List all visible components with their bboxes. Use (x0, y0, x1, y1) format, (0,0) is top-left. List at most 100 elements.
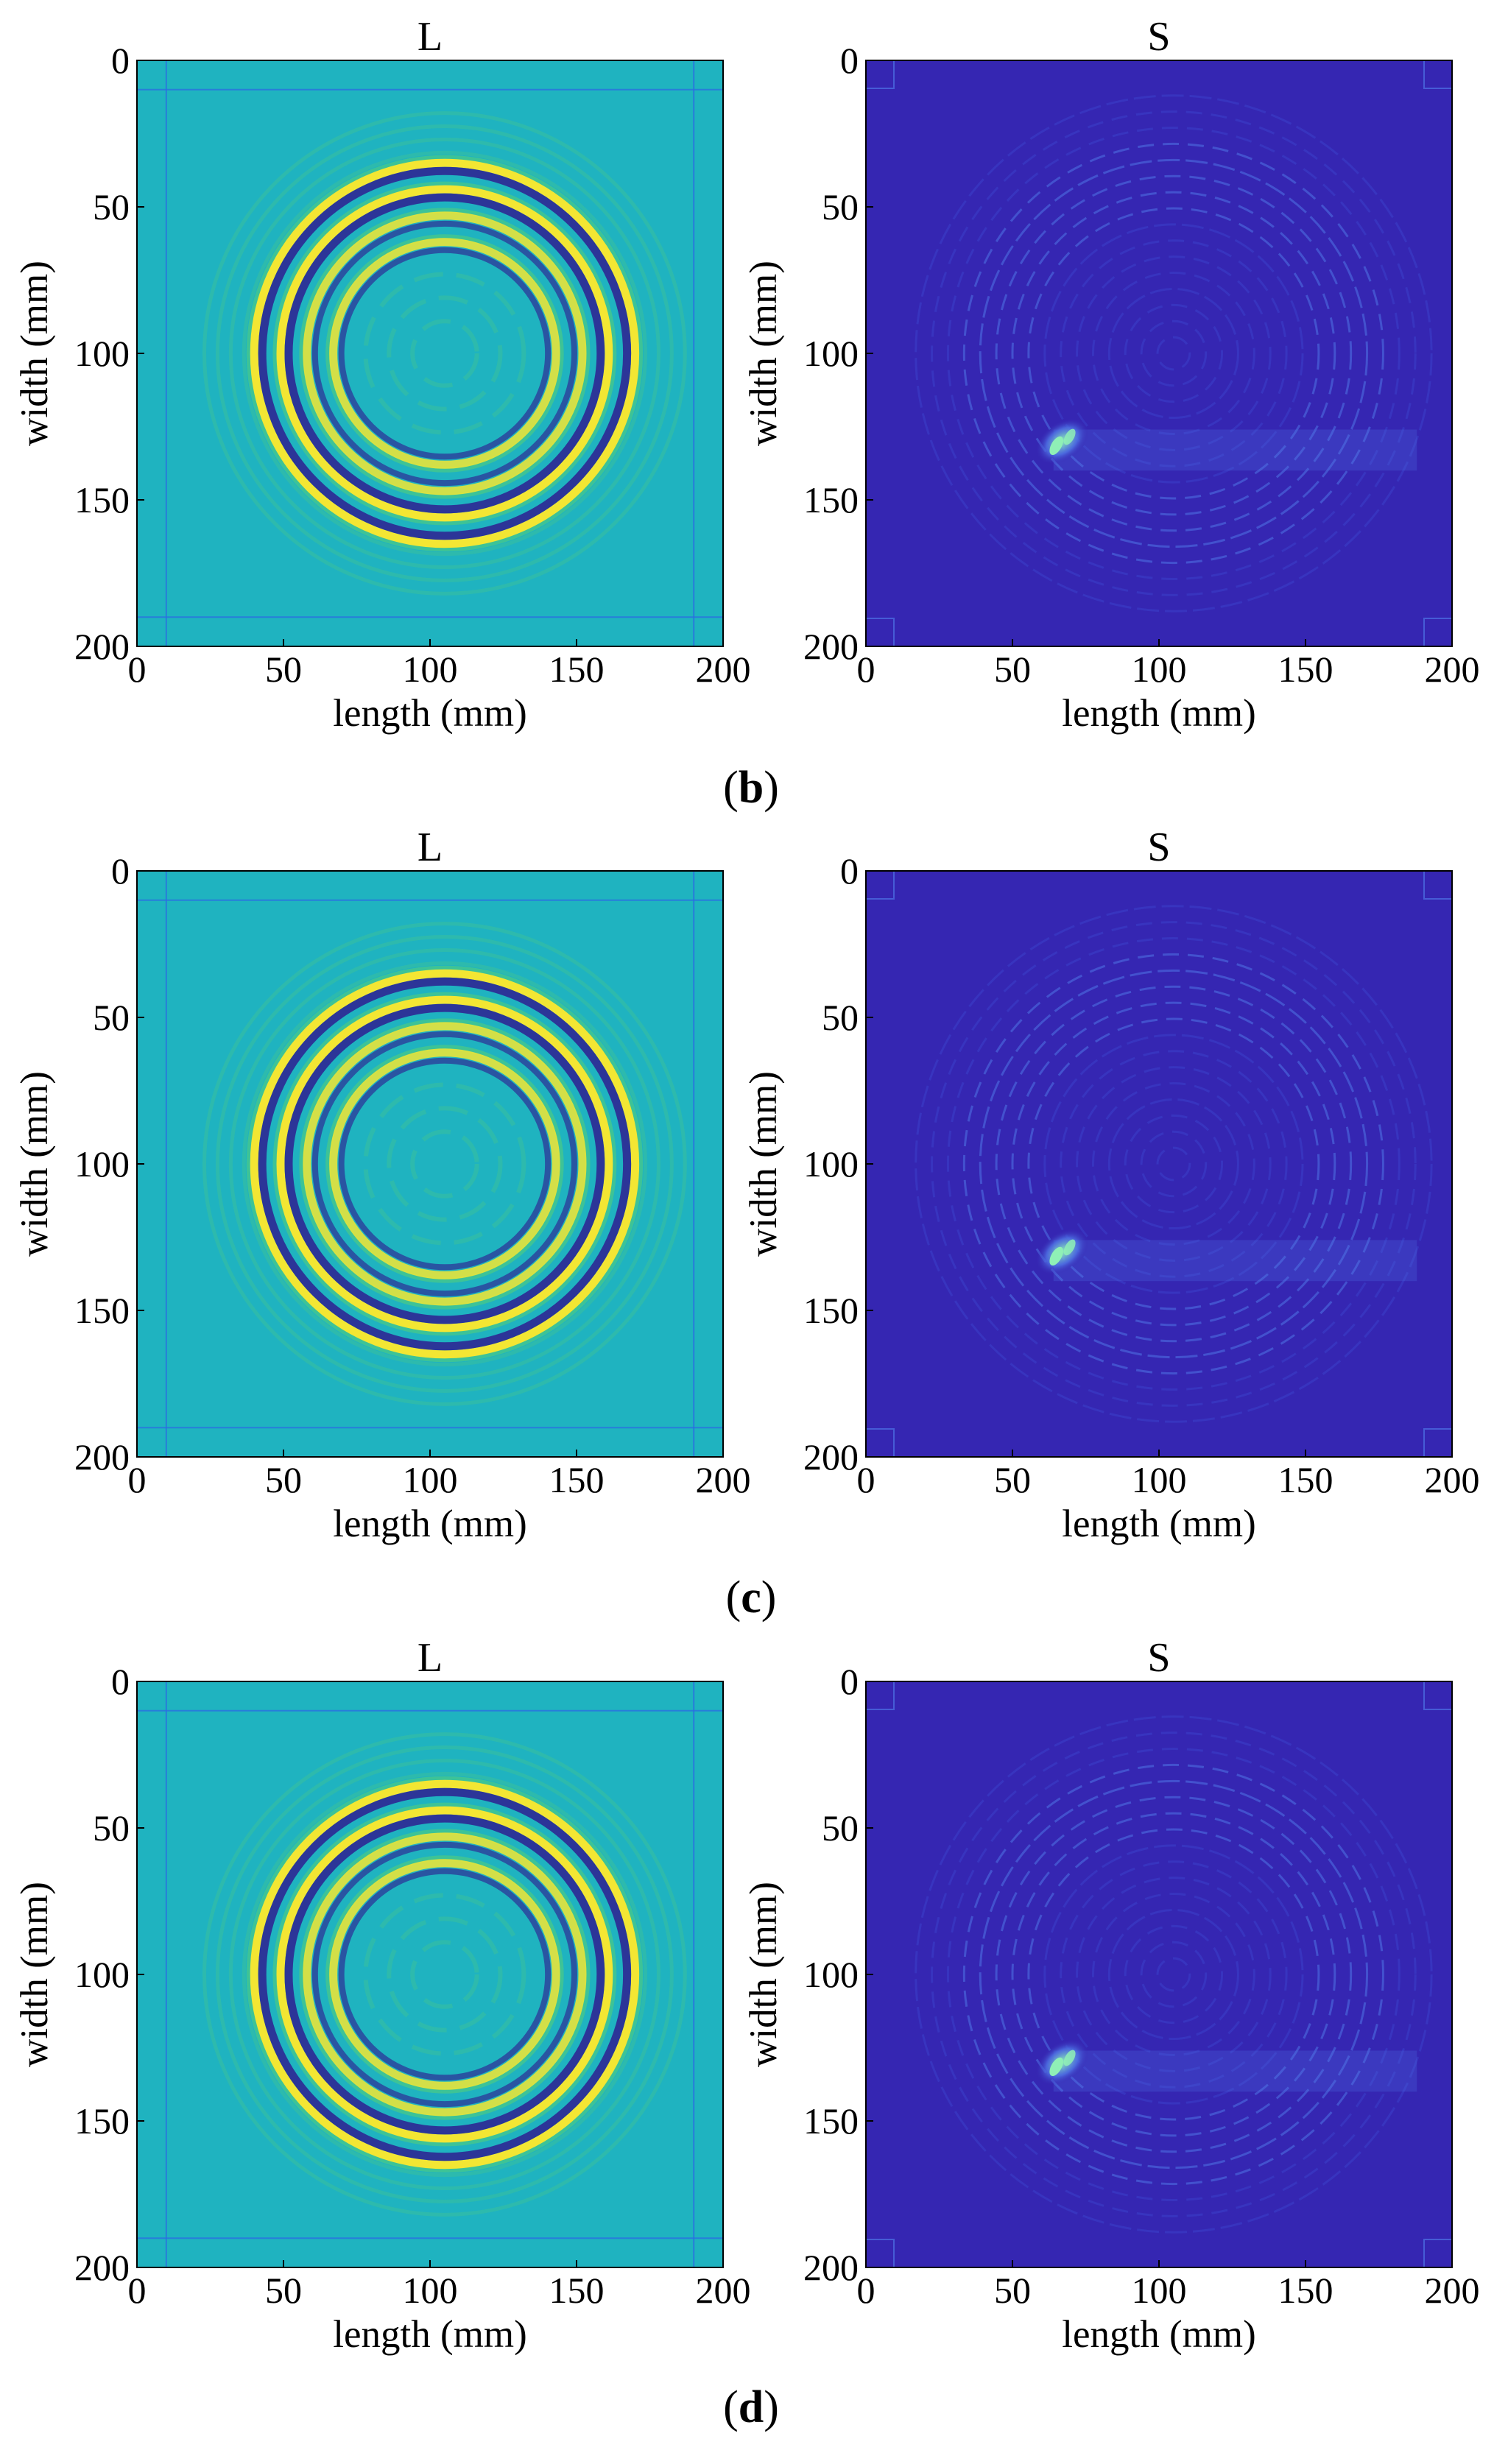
s-band (1053, 1240, 1417, 1282)
y-tick-label: 50 (822, 997, 859, 1038)
y-tick-label: 0 (111, 40, 130, 81)
s-ring (995, 985, 1353, 1343)
x-tick-label: 50 (265, 2270, 302, 2311)
x-tick-label: 150 (1278, 649, 1333, 690)
x-tick-label: 200 (1425, 2270, 1480, 2311)
s-ring (931, 921, 1417, 1407)
inner-ring (387, 1916, 503, 2033)
yellow-ring (276, 1806, 613, 2143)
y-tick-label: 0 (111, 1661, 130, 1702)
navy-ring (338, 1057, 552, 1271)
hotspot-core (1063, 2050, 1076, 2066)
s-ring (962, 953, 1384, 1375)
s-ring (1124, 303, 1224, 403)
corner-marker (1423, 60, 1452, 89)
s-ring (1140, 1941, 1208, 2008)
caption-close: ) (764, 2382, 779, 2432)
y-tick-label: 100 (803, 333, 859, 374)
s-ring (1107, 287, 1239, 420)
s-ring (1156, 336, 1191, 371)
green-ring (272, 992, 617, 1336)
y-tick-label: 150 (803, 1290, 859, 1331)
s-ring (1156, 1146, 1191, 1182)
x-tick-label: 0 (857, 649, 875, 690)
s-ring (1140, 320, 1208, 387)
x-tick-label: 100 (403, 1459, 458, 1500)
caption-letter: c (741, 1572, 761, 1623)
corner-marker (866, 618, 895, 646)
s-band (1053, 429, 1417, 471)
caption-letter: b (739, 763, 764, 813)
yellow-ring (329, 238, 560, 469)
y-tick-label: 200 (803, 626, 859, 667)
x-tick-label: 100 (403, 2270, 458, 2311)
inner-ring (387, 295, 503, 412)
y-tick-label: 0 (840, 1661, 859, 1702)
corner-marker (1423, 2239, 1452, 2267)
halo-ring (242, 150, 648, 557)
s-ring (979, 158, 1369, 548)
inner-ring (363, 272, 526, 435)
x-tick-label: 150 (549, 649, 605, 690)
x-tick-label: 200 (1425, 649, 1480, 690)
inner-ring (410, 1129, 479, 1199)
x-axis-label: length (mm) (1062, 692, 1255, 735)
green-ring (299, 208, 591, 499)
corner-marker (866, 2239, 895, 2267)
caption-close: ) (761, 1572, 777, 1623)
halo-ring (215, 124, 674, 582)
x-tick-label: 50 (265, 1459, 302, 1500)
s-ring (915, 94, 1433, 613)
halo-ring (215, 935, 674, 1393)
s-ring (915, 1715, 1433, 2234)
s-ring (946, 127, 1400, 580)
s-ring (1011, 191, 1336, 516)
x-tick-label: 200 (696, 649, 751, 690)
x-tick-label: 0 (857, 1459, 875, 1500)
y-tick-label: 0 (111, 850, 130, 892)
x-tick-label: 0 (128, 649, 147, 690)
navy-ring (258, 166, 632, 540)
s-ring (946, 937, 1400, 1391)
y-axis-label: width (mm) (742, 1882, 785, 2067)
x-tick-label: 50 (265, 649, 302, 690)
y-tick-label: 200 (74, 1436, 130, 1478)
heatmap-background (866, 871, 1452, 1457)
navy-ring (338, 247, 552, 460)
plot-area (137, 1681, 723, 2267)
x-tick-label: 50 (994, 1459, 1031, 1500)
halo-ring (202, 1732, 687, 2217)
green-ring (325, 234, 564, 473)
yellow-ring (276, 995, 613, 1332)
navy-ring (311, 220, 577, 487)
hotspot-core (1049, 436, 1063, 456)
s-ring (1076, 255, 1272, 451)
y-axis-label: width (mm) (13, 1882, 56, 2067)
caption-open: ( (723, 763, 739, 813)
corner-marker (866, 60, 895, 89)
s-ring (1043, 1034, 1304, 1294)
green-ring (246, 965, 644, 1363)
panel-title: S (1147, 1635, 1170, 1681)
y-tick-label: 100 (74, 1954, 130, 1995)
y-tick-label: 50 (93, 186, 130, 227)
panel-title: S (1147, 825, 1170, 870)
y-axis-label: width (mm) (13, 1071, 56, 1257)
halo-ring (202, 922, 687, 1406)
navy-ring (284, 1814, 605, 2135)
s-ring (1043, 1844, 1304, 2105)
x-tick-label: 150 (1278, 1459, 1333, 1500)
yellow-ring (276, 185, 613, 522)
corner-marker (866, 871, 895, 900)
corner-marker (866, 1428, 895, 1457)
green-ring (325, 1045, 564, 1283)
yellow-ring (250, 1779, 640, 2170)
s-ring (946, 1748, 1400, 2201)
panel-title: L (417, 1635, 443, 1681)
heatmap-background (866, 60, 1452, 646)
s-ring (1027, 1828, 1320, 2121)
caption-open: ( (723, 2382, 739, 2432)
